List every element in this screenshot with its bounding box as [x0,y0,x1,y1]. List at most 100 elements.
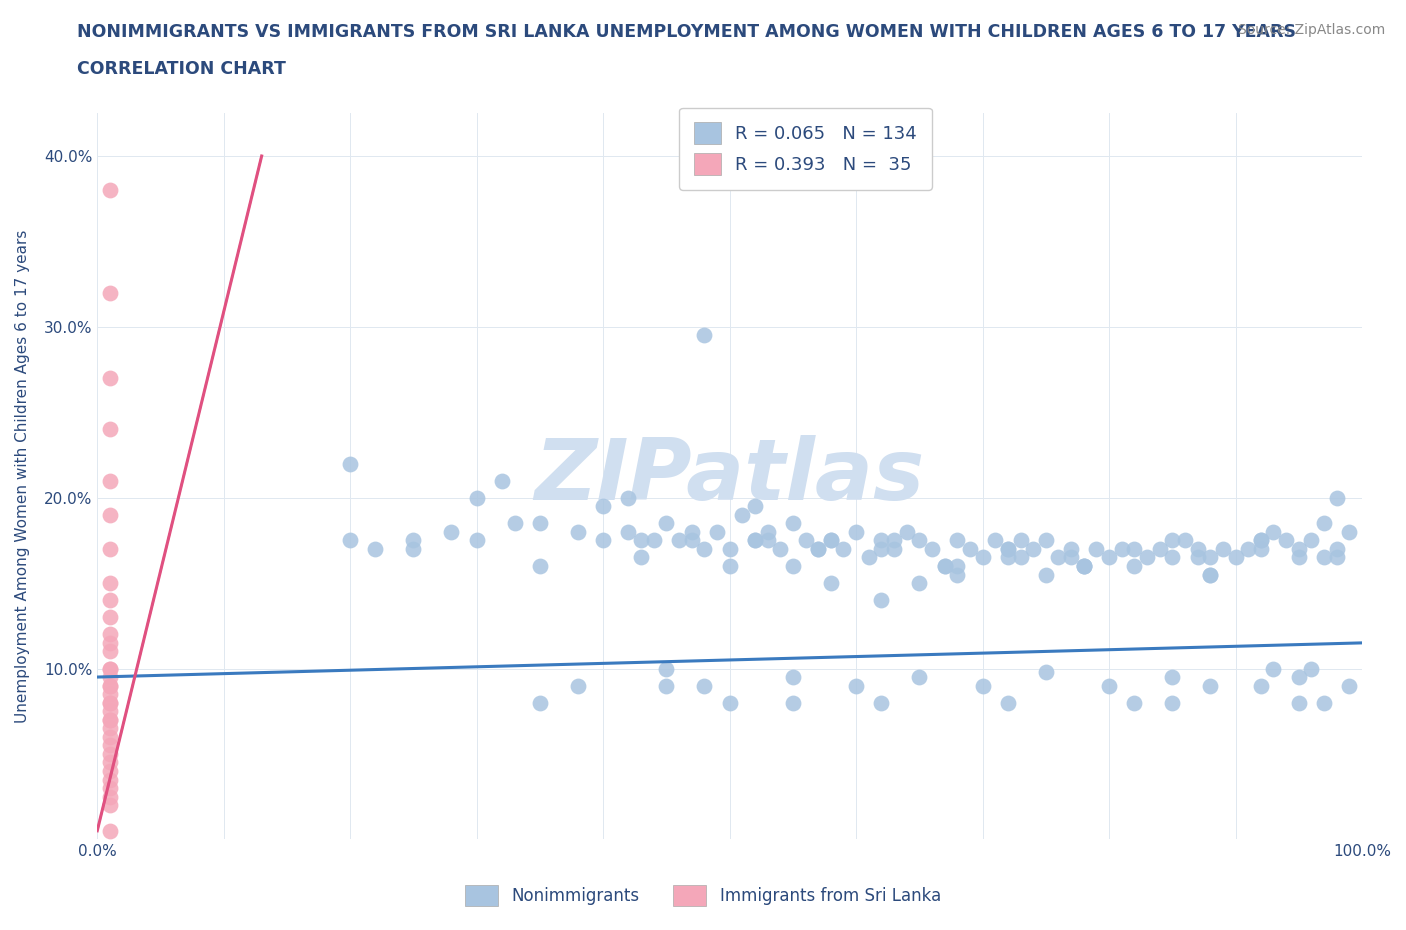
Point [1263,661,1285,676]
Point [908,670,931,684]
Point [1187,550,1209,565]
Point [529,696,551,711]
Point [98,704,121,719]
Point [782,516,804,531]
Point [946,567,969,582]
Point [1326,490,1348,505]
Point [1073,559,1095,574]
Point [1313,550,1336,565]
Point [744,498,766,513]
Text: CORRELATION CHART: CORRELATION CHART [77,60,287,78]
Point [744,533,766,548]
Point [1161,670,1184,684]
Point [491,473,513,488]
Point [769,541,792,556]
Point [655,516,678,531]
Point [1060,550,1083,565]
Point [1123,541,1146,556]
Point [706,525,728,539]
Point [1187,541,1209,556]
Point [782,559,804,574]
Point [668,533,690,548]
Point [870,592,893,607]
Point [567,525,589,539]
Text: NONIMMIGRANTS VS IMMIGRANTS FROM SRI LANKA UNEMPLOYMENT AMONG WOMEN WITH CHILDRE: NONIMMIGRANTS VS IMMIGRANTS FROM SRI LAN… [77,23,1296,41]
Point [946,533,969,548]
Point [1060,541,1083,556]
Point [1022,541,1045,556]
Point [681,533,703,548]
Point [921,541,943,556]
Point [98,661,121,676]
Point [503,516,526,531]
Point [870,696,893,711]
Point [98,610,121,625]
Point [1212,541,1234,556]
Point [98,541,121,556]
Point [934,559,956,574]
Point [592,533,614,548]
Text: Source: ZipAtlas.com: Source: ZipAtlas.com [1237,23,1385,37]
Point [1288,550,1310,565]
Point [98,627,121,642]
Point [718,559,741,574]
Point [997,541,1019,556]
Point [1123,696,1146,711]
Point [1085,541,1108,556]
Point [339,533,361,548]
Point [465,490,488,505]
Point [98,371,121,386]
Point [807,541,830,556]
Point [98,635,121,650]
Point [529,516,551,531]
Point [959,541,981,556]
Point [98,772,121,787]
Point [1250,678,1272,693]
Point [529,559,551,574]
Point [1288,670,1310,684]
Point [972,678,994,693]
Legend: R = 0.065   N = 134, R = 0.393   N =  35: R = 0.065 N = 134, R = 0.393 N = 35 [679,108,932,190]
Point [845,525,868,539]
Point [883,533,905,548]
Point [756,525,779,539]
Point [693,678,716,693]
Point [98,507,121,522]
Point [731,507,754,522]
Point [1225,550,1247,565]
Point [1123,559,1146,574]
Point [98,696,121,711]
Point [98,678,121,693]
Point [858,550,880,565]
Point [1098,550,1121,565]
Point [98,712,121,727]
Point [1098,678,1121,693]
Point [883,541,905,556]
Point [1199,567,1222,582]
Point [339,456,361,471]
Point [718,696,741,711]
Point [744,533,766,548]
Point [364,541,387,556]
Point [997,696,1019,711]
Point [820,576,842,591]
Text: ZIPatlas: ZIPatlas [534,435,925,518]
Point [1339,678,1361,693]
Point [782,696,804,711]
Point [98,696,121,711]
Point [98,764,121,778]
Point [1199,550,1222,565]
Point [1339,525,1361,539]
Point [98,576,121,591]
Point [1073,559,1095,574]
Point [98,670,121,684]
Point [98,729,121,744]
Point [1111,541,1133,556]
Point [1136,550,1159,565]
Point [630,550,652,565]
Point [98,790,121,804]
Point [1047,550,1070,565]
Point [946,559,969,574]
Point [402,541,425,556]
Point [98,686,121,701]
